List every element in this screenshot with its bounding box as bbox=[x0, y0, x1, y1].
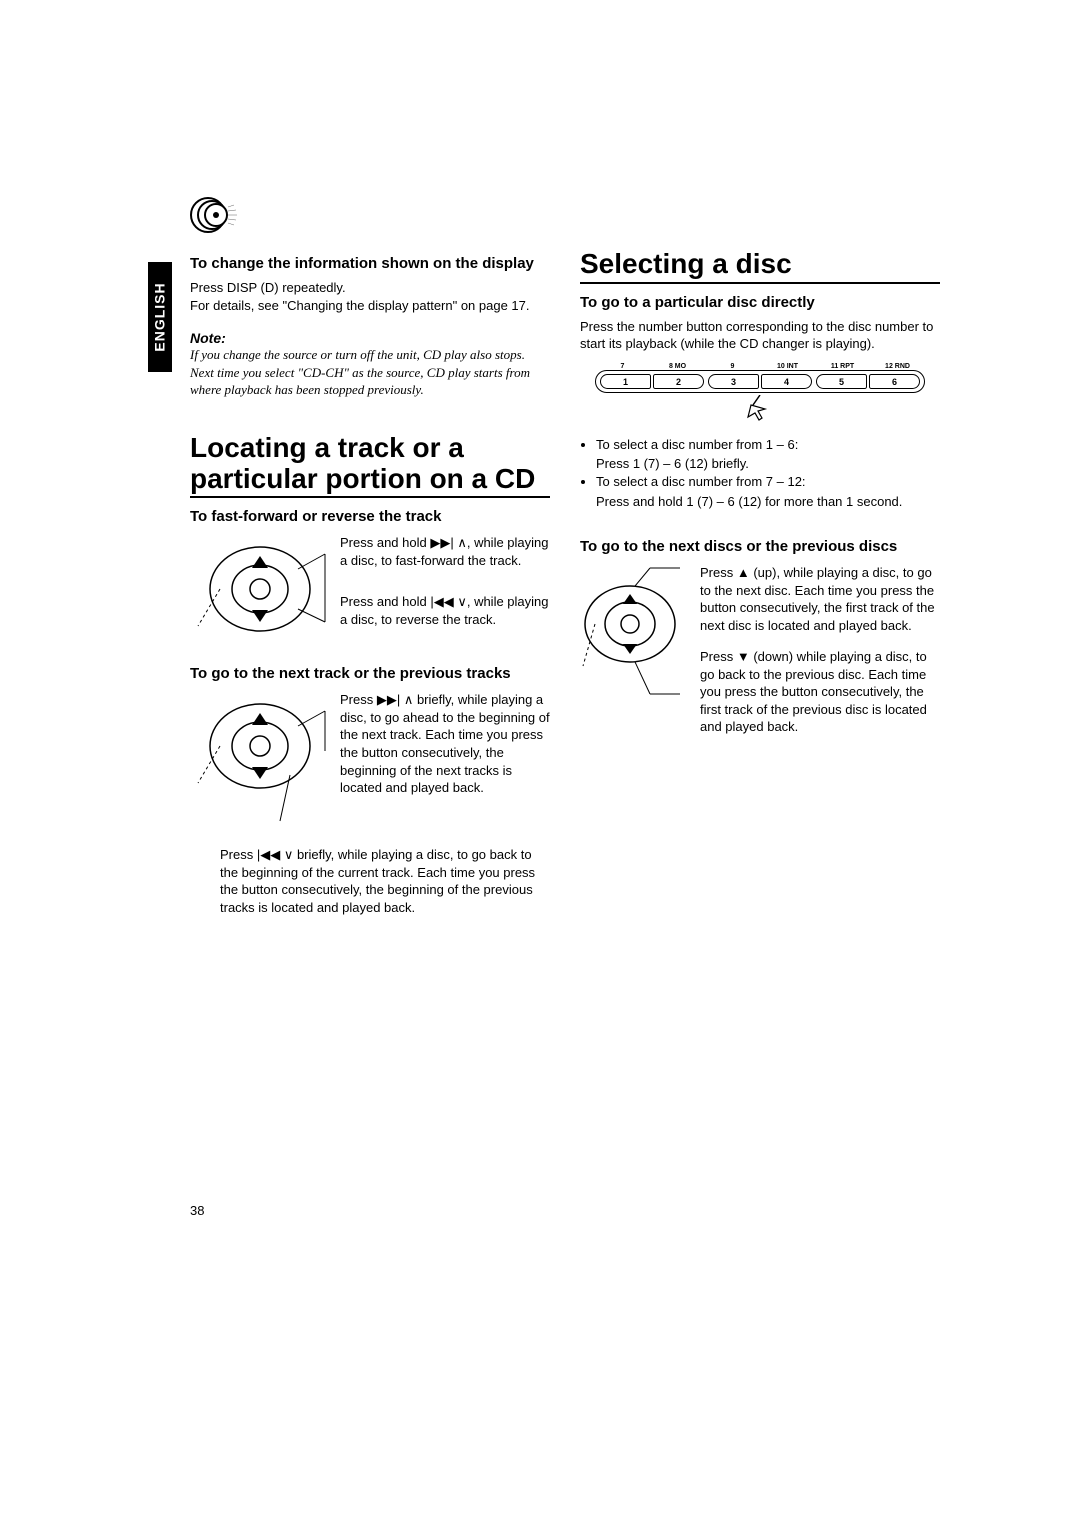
nb-label-0: 7 bbox=[595, 363, 650, 370]
s3t1b: briefly, while playing a disc, to go ahe… bbox=[340, 692, 550, 795]
note-p2: Next time you select "CD-CH" as the sour… bbox=[190, 364, 550, 399]
left-diagram2-text: Press ▶▶| ∧ briefly, while playing a dis… bbox=[340, 691, 550, 836]
next-icon: ▶▶| ∧ bbox=[377, 692, 414, 707]
page-number: 38 bbox=[190, 1203, 204, 1218]
s3t1a: Press bbox=[340, 692, 377, 707]
left-section1-p2: For details, see "Changing the display p… bbox=[190, 297, 550, 315]
pointer-icon bbox=[595, 395, 925, 426]
dpad-ud-icon bbox=[580, 564, 690, 736]
nb-4: 4 bbox=[761, 374, 812, 389]
bullet-1: To select a disc number from 1 – 6: bbox=[596, 436, 940, 454]
r2t1a: Press bbox=[700, 565, 737, 580]
left-section1-title: To change the information shown on the d… bbox=[190, 255, 550, 273]
s3t2a: Press bbox=[220, 847, 257, 862]
ff-icon: ▶▶| ∧ bbox=[430, 535, 467, 550]
nb-label-1: 8 MO bbox=[650, 363, 705, 370]
right-column: Selecting a disc To go to a particular d… bbox=[580, 255, 940, 917]
nb-5: 5 bbox=[816, 374, 867, 389]
nb-label-2: 9 bbox=[705, 363, 760, 370]
language-tab: ENGLISH bbox=[148, 262, 172, 372]
right-h1: Selecting a disc bbox=[580, 249, 940, 284]
left-s3-t2: Press |◀◀ ∨ briefly, while playing a dis… bbox=[190, 846, 550, 916]
nb-6: 6 bbox=[869, 374, 920, 389]
left-diagram-1: Press and hold ▶▶| ∧, while playing a di… bbox=[190, 534, 550, 649]
left-diagram-2: Press ▶▶| ∧ briefly, while playing a dis… bbox=[190, 691, 550, 836]
up-icon: ▲ bbox=[737, 565, 750, 580]
bullet-1-sub: Press 1 (7) – 6 (12) briefly. bbox=[596, 455, 940, 473]
left-section1-p1: Press DISP (D) repeatedly. bbox=[190, 279, 550, 297]
left-section3-title: To go to the next track or the previous … bbox=[190, 665, 550, 683]
down-icon: ▼ bbox=[737, 649, 750, 664]
right-diagram1-text: Press ▲ (up), while playing a disc, to g… bbox=[700, 564, 940, 736]
note-p1: If you change the source or turn off the… bbox=[190, 346, 550, 364]
nb-label-4: 11 RPT bbox=[815, 363, 870, 370]
s2t2a: Press and hold bbox=[340, 594, 430, 609]
number-buttons-diagram: 7 8 MO 9 10 INT 11 RPT 12 RND 12 34 56 bbox=[595, 363, 925, 426]
right-section1-title: To go to a particular disc directly bbox=[580, 294, 940, 312]
bullet-2-sub: Press and hold 1 (7) – 6 (12) for more t… bbox=[596, 493, 940, 511]
dpad-icon bbox=[190, 534, 330, 649]
left-column: To change the information shown on the d… bbox=[190, 255, 550, 917]
left-section2-title: To fast-forward or reverse the track bbox=[190, 508, 550, 526]
note-title: Note: bbox=[190, 330, 550, 346]
s2t1a: Press and hold bbox=[340, 535, 430, 550]
nb-1: 1 bbox=[600, 374, 651, 389]
cd-icon bbox=[190, 195, 240, 235]
nb-label-3: 10 INT bbox=[760, 363, 815, 370]
prev-icon: |◀◀ ∨ bbox=[257, 847, 294, 862]
page-content: To change the information shown on the d… bbox=[190, 255, 940, 917]
nb-label-5: 12 RND bbox=[870, 363, 925, 370]
left-h1: Locating a track or a particular portion… bbox=[190, 433, 550, 499]
bullet-2: To select a disc number from 7 – 12: bbox=[596, 473, 940, 491]
left-diagram1-text: Press and hold ▶▶| ∧, while playing a di… bbox=[340, 534, 550, 649]
nb-2: 2 bbox=[653, 374, 704, 389]
rew-icon: |◀◀ ∨ bbox=[430, 594, 467, 609]
right-bullets: To select a disc number from 1 – 6: bbox=[596, 436, 940, 454]
right-section1-p1: Press the number button corresponding to… bbox=[580, 318, 940, 353]
language-tab-text: ENGLISH bbox=[152, 282, 168, 351]
right-section2-title: To go to the next discs or the previous … bbox=[580, 538, 940, 556]
dpad-icon-2 bbox=[190, 691, 330, 836]
nb-3: 3 bbox=[708, 374, 759, 389]
r2t2a: Press bbox=[700, 649, 737, 664]
right-diagram-1: Press ▲ (up), while playing a disc, to g… bbox=[580, 564, 940, 736]
